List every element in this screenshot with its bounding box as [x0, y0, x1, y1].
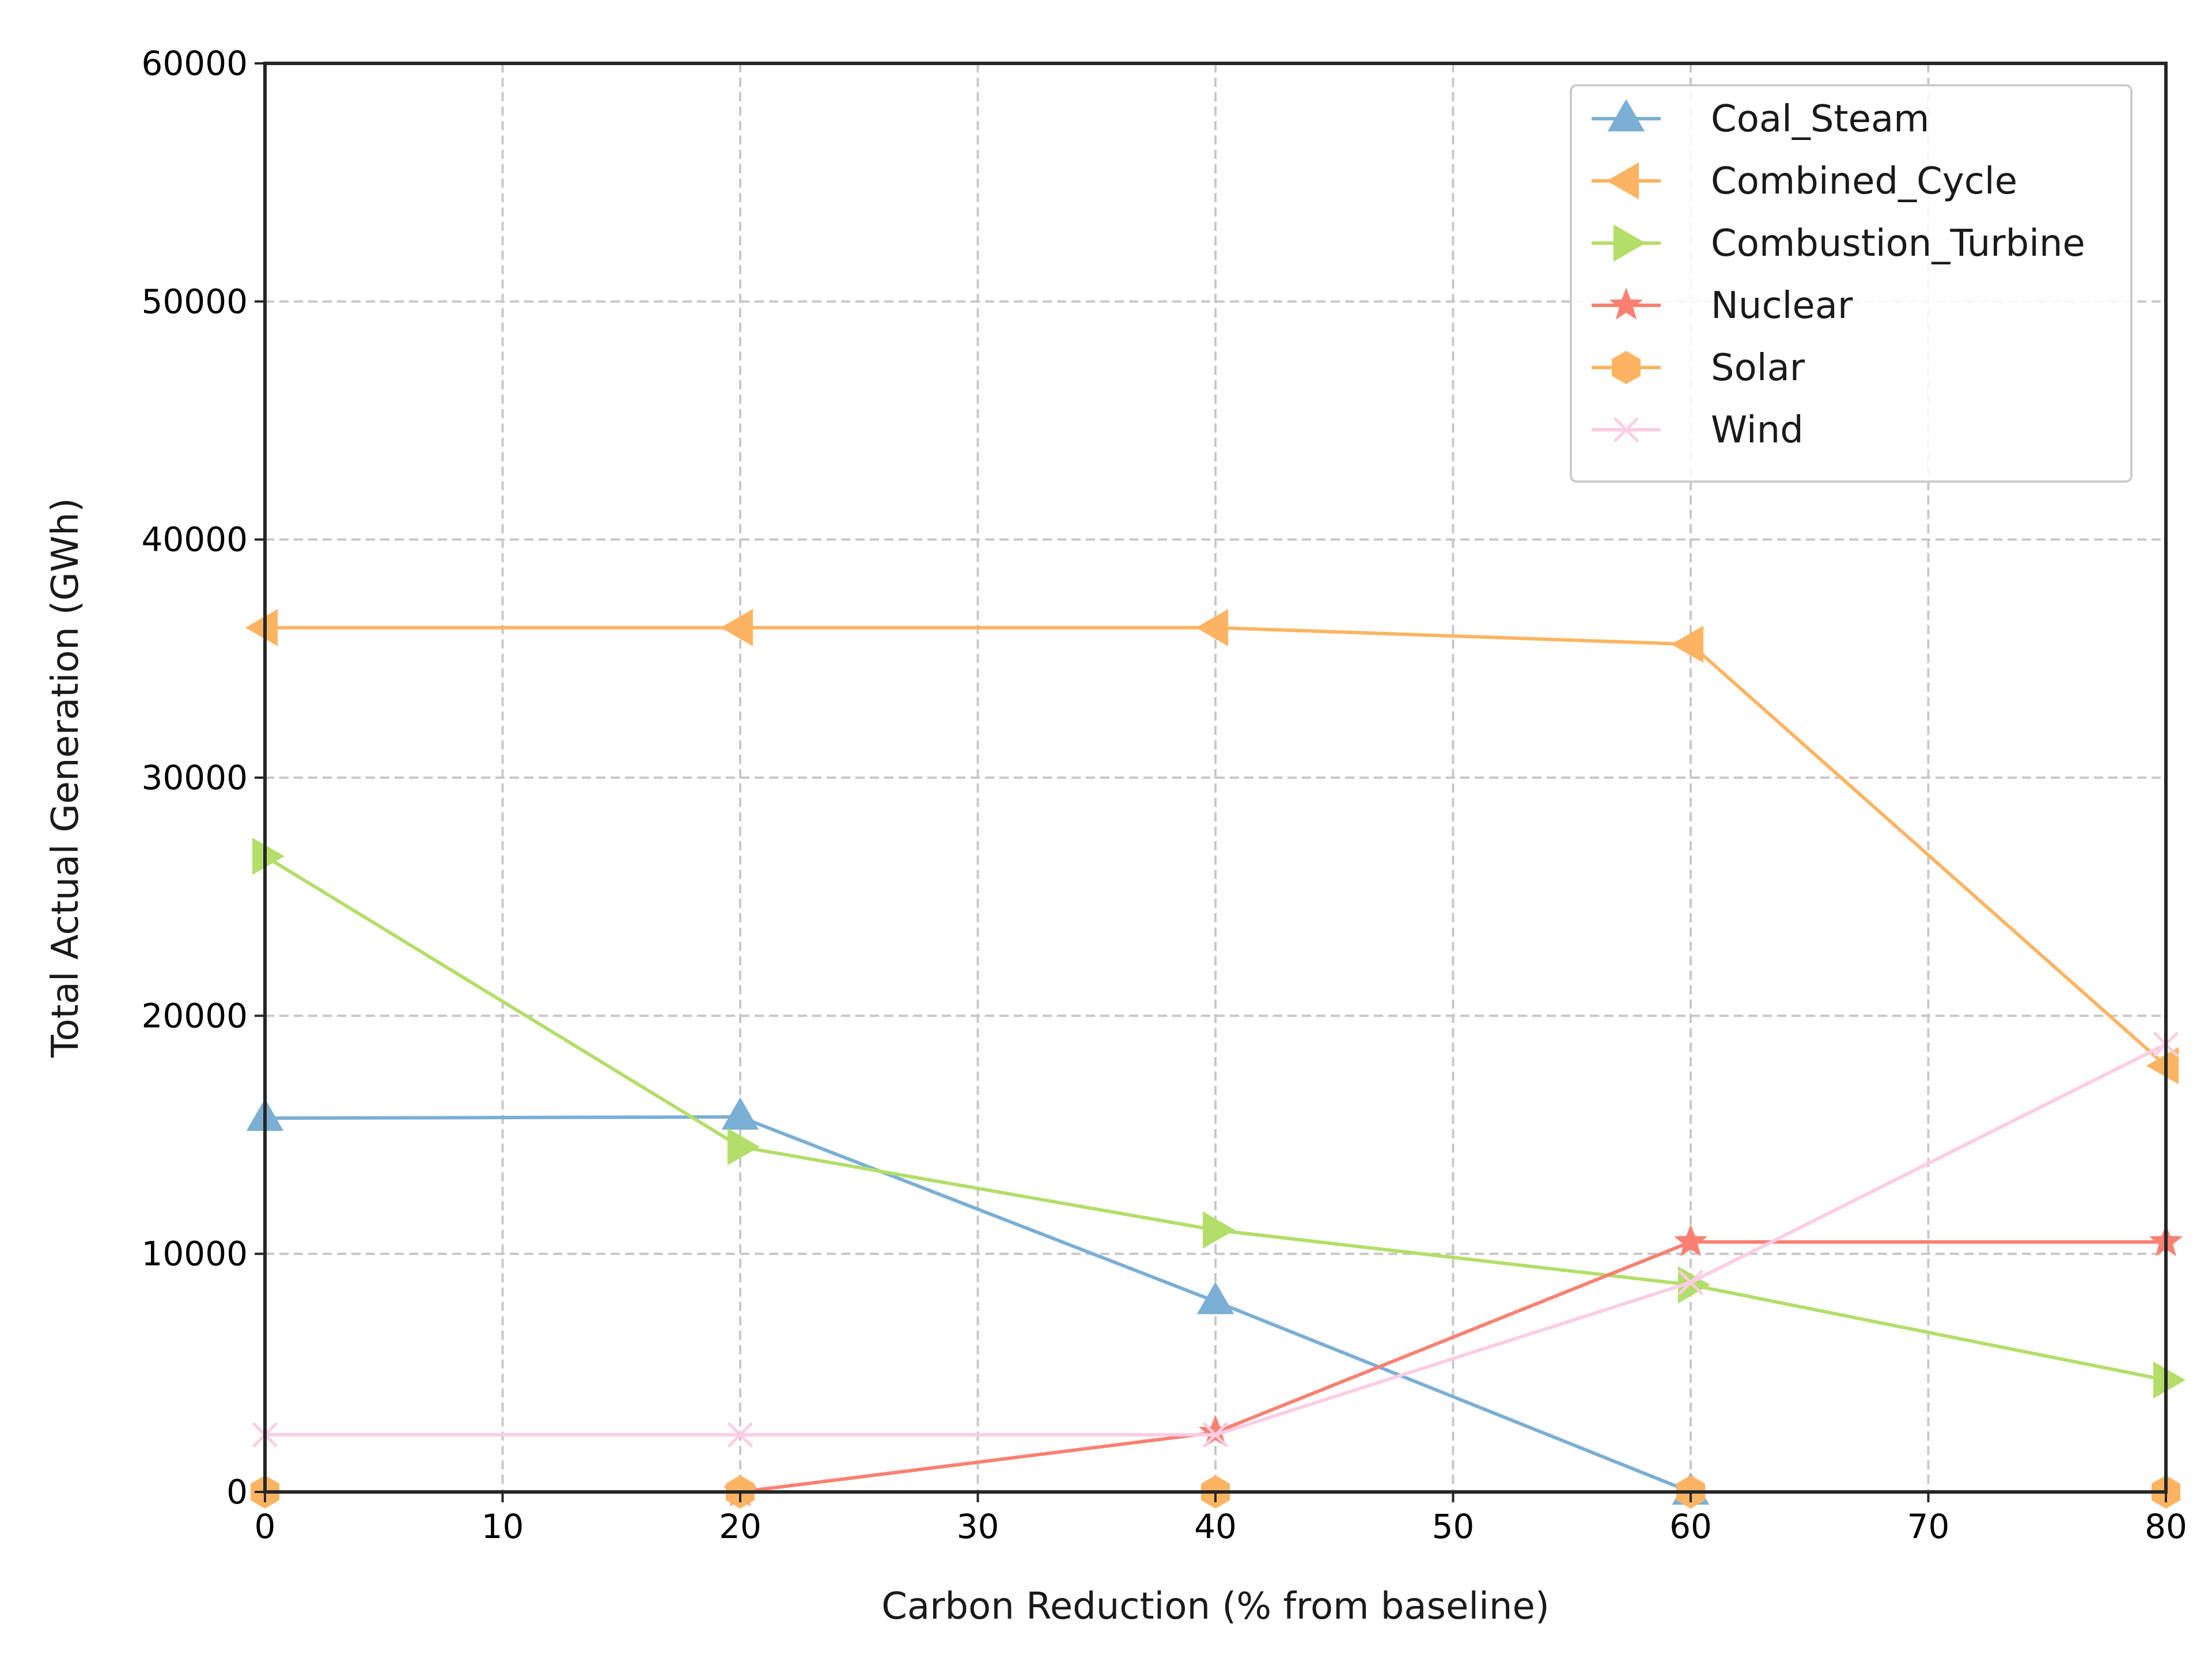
legend: Coal_Steam Combined_Cycle Combustion_Turbi…: [1570, 84, 2133, 483]
legend-marker: [1613, 416, 1639, 443]
y-tick-label: 60000: [141, 44, 248, 83]
data-point: [1677, 1270, 1704, 1296]
legend-item: Combustion_Turbine: [1592, 222, 2085, 265]
x-tick-label: 10: [482, 1507, 524, 1546]
y-tick-label: 10000: [141, 1234, 248, 1274]
data-point: [2153, 1361, 2186, 1399]
data-point: [2146, 1047, 2179, 1085]
series-combined-cycle: [245, 609, 2179, 1085]
data-point: [721, 609, 753, 646]
x-tick-label: 80: [2145, 1507, 2187, 1546]
legend-item: Wind: [1592, 409, 1804, 452]
series-line: [740, 1240, 2166, 1494]
x-tick-label: 40: [1194, 1507, 1237, 1546]
legend-label: Nuclear: [1711, 285, 1853, 327]
legend-item: Combined_Cycle: [1592, 160, 2017, 203]
series-wind: [252, 1031, 2179, 1448]
legend-label: Coal_Steam: [1711, 98, 1930, 141]
legend-item: Solar: [1592, 347, 1805, 389]
legend-frame: [1570, 84, 2133, 483]
data-point: [1196, 1282, 1234, 1315]
x-tick-label: 20: [719, 1507, 762, 1546]
legend-item: Nuclear: [1592, 285, 1853, 327]
y-tick-label: 0: [226, 1472, 248, 1512]
legend-item: Coal_Steam: [1592, 98, 1930, 141]
legend-label: Solar: [1711, 347, 1805, 389]
legend-label: Combined_Cycle: [1711, 160, 2017, 203]
series-line: [264, 1115, 1692, 1494]
data-point: [1673, 1224, 1708, 1256]
y-axis-label: Total Actual Generation (GWh): [44, 498, 87, 1058]
data-point: [727, 1422, 753, 1448]
data-point: [727, 1128, 760, 1165]
legend-marker: [1612, 351, 1641, 384]
data-point: [1671, 626, 1704, 663]
x-axis: 0 10 20 30 40 50 60 70 80: [255, 1492, 2187, 1546]
series-combustion-turbine: [252, 838, 2186, 1399]
x-tick-label: 30: [957, 1507, 999, 1546]
data-point: [721, 1097, 759, 1130]
data-point: [1196, 609, 1229, 646]
y-axis: 0 10000 20000 30000 40000 50000 60000: [141, 44, 265, 1512]
x-tick-label: 0: [255, 1507, 276, 1546]
legend-marker: [1607, 99, 1645, 132]
grid: [264, 62, 2167, 1493]
y-tick-label: 30000: [141, 758, 248, 797]
legend-marker: [1607, 162, 1639, 200]
x-tick-label: 50: [1432, 1507, 1475, 1546]
data-point: [252, 838, 285, 875]
x-axis-label: Carbon Reduction (% from baseline): [881, 1585, 1550, 1628]
y-tick-label: 20000: [141, 996, 248, 1035]
x-tick-label: 60: [1669, 1507, 1712, 1546]
legend-label: Combustion_Turbine: [1711, 222, 2085, 265]
data-point: [1202, 1211, 1235, 1249]
legend-label: Wind: [1711, 409, 1804, 452]
x-tick-label: 70: [1907, 1507, 1950, 1546]
data-point: [1202, 1422, 1229, 1448]
legend-marker: [1609, 287, 1643, 320]
y-tick-label: 50000: [141, 282, 248, 321]
legend-marker: [1613, 224, 1646, 262]
data-point: [245, 609, 278, 646]
series-layer: [245, 609, 2186, 1509]
y-tick-label: 40000: [141, 520, 248, 559]
data-point: [1198, 1415, 1233, 1447]
